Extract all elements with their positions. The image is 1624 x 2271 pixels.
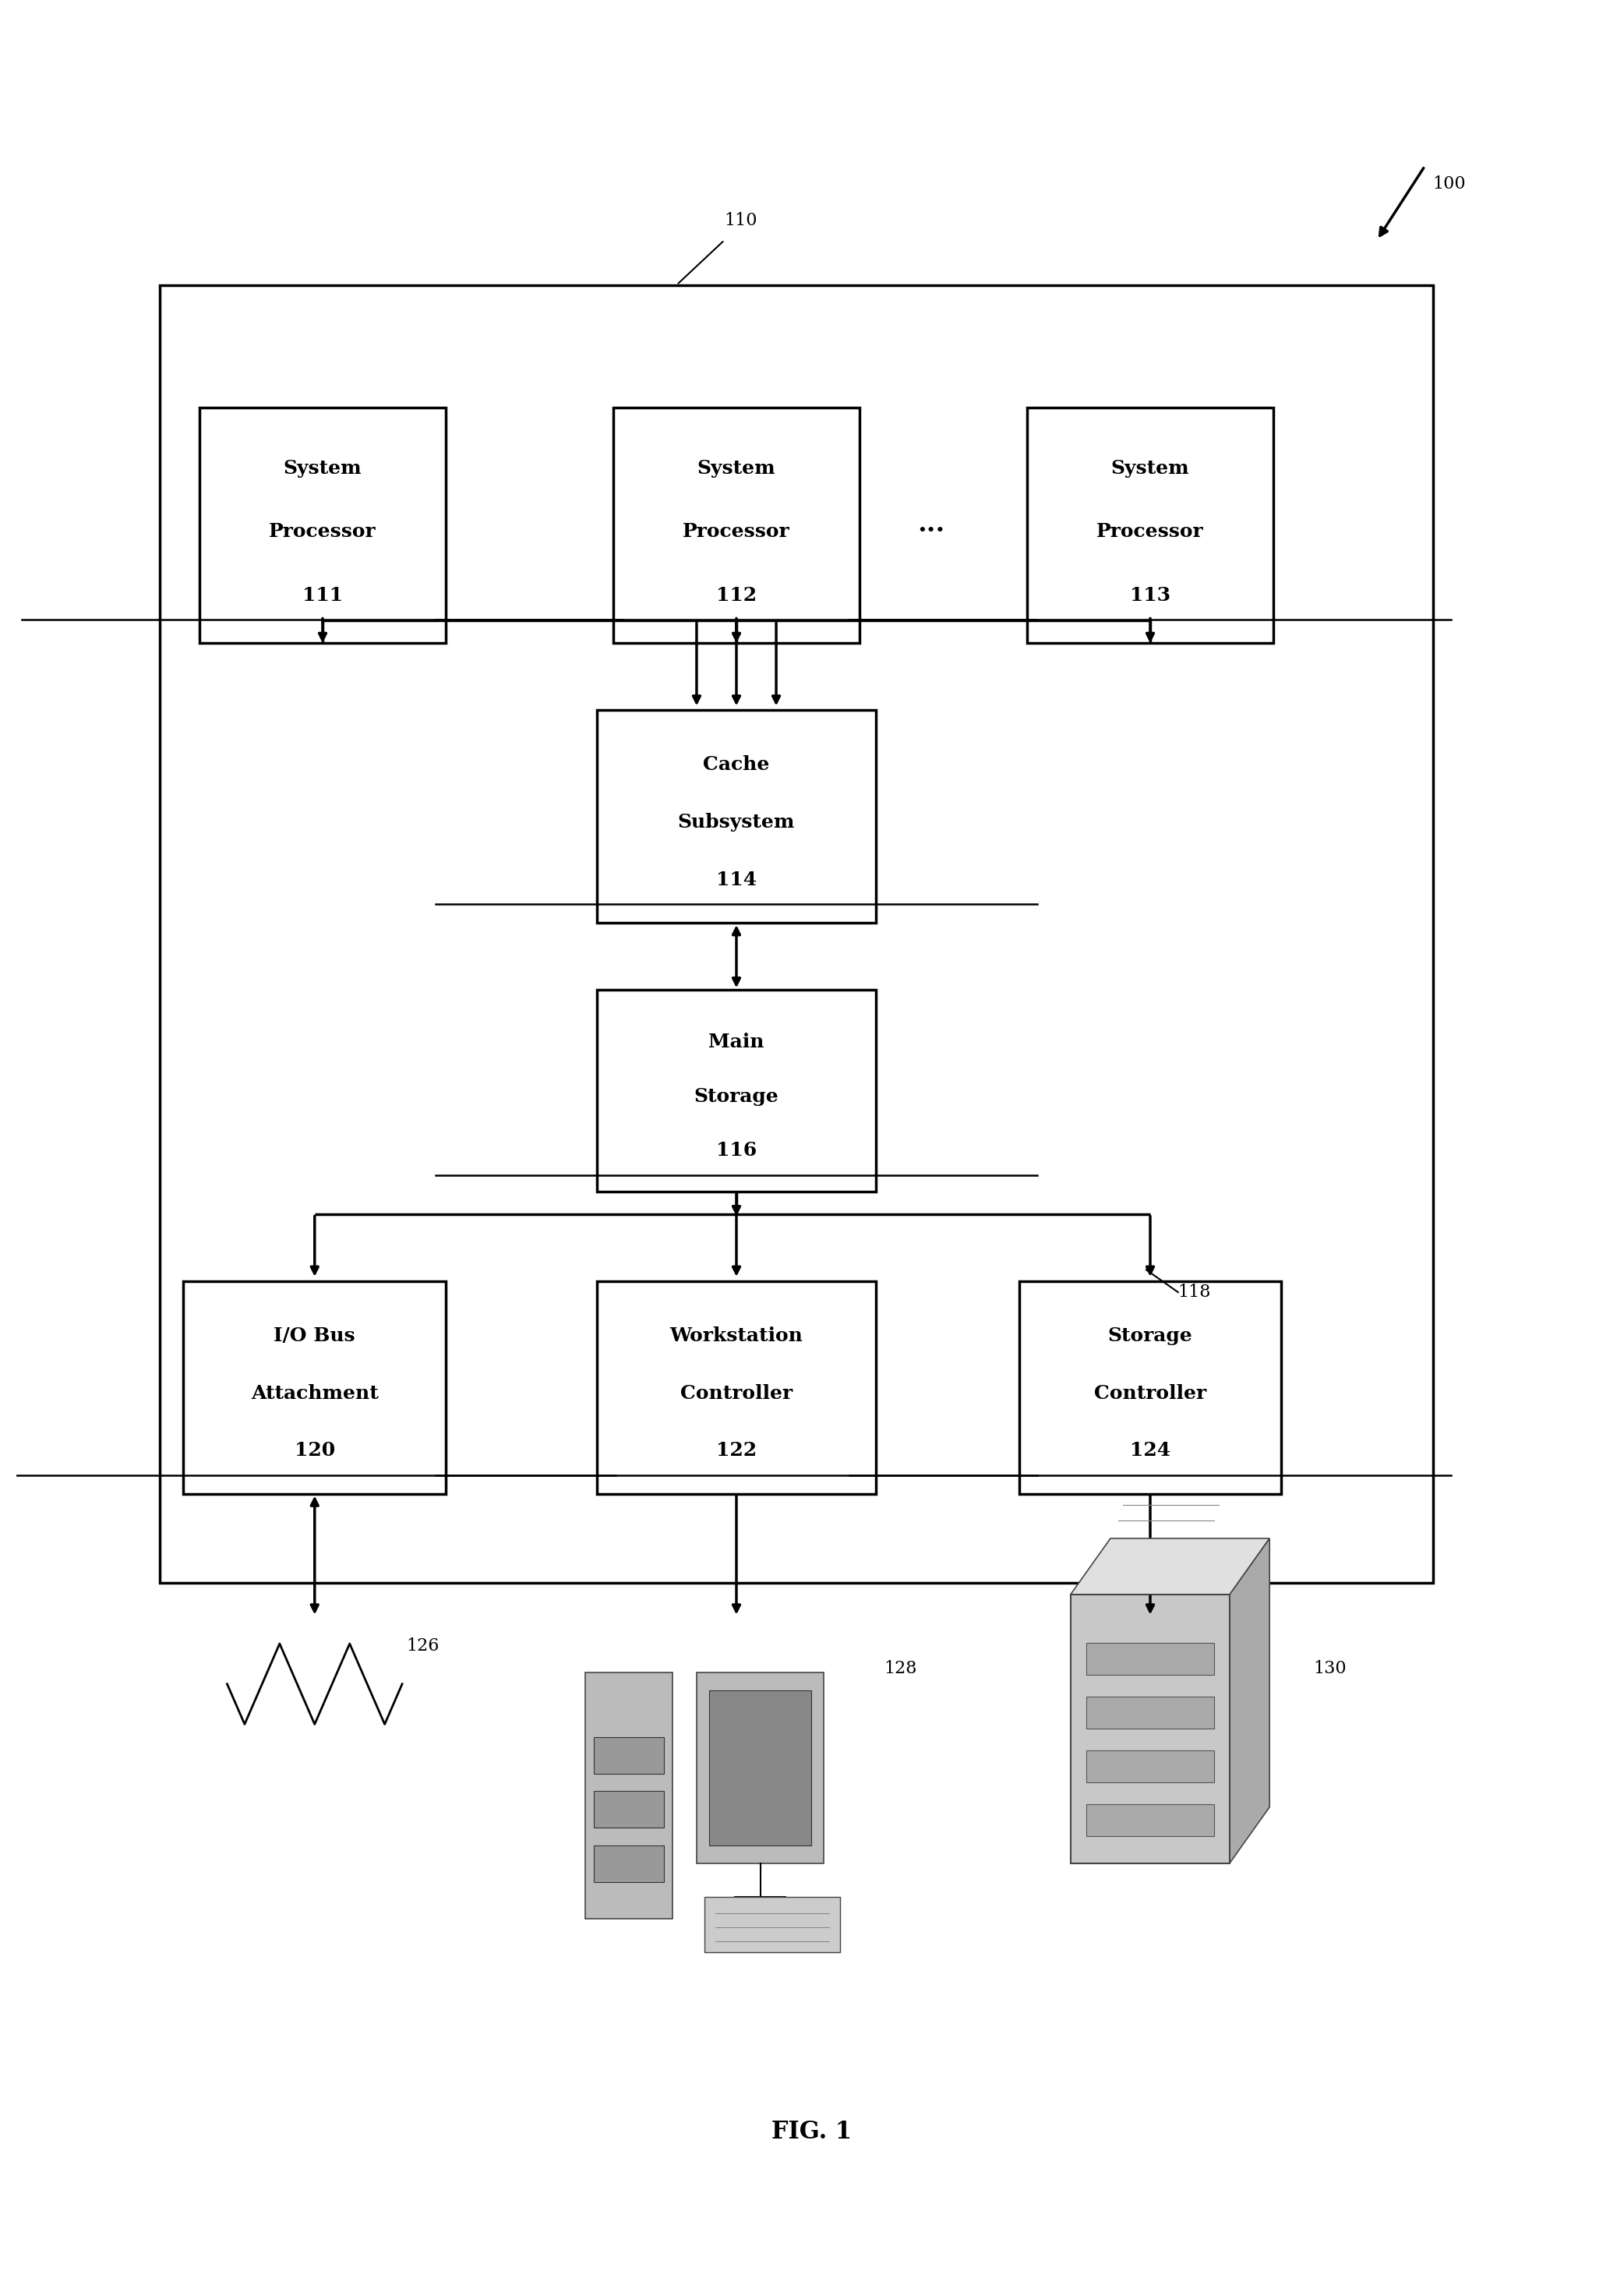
Text: Storage: Storage xyxy=(693,1088,780,1106)
Text: Processor: Processor xyxy=(682,522,789,540)
Text: 118: 118 xyxy=(1177,1283,1212,1301)
Bar xyxy=(697,1674,823,1862)
Text: 113: 113 xyxy=(1130,586,1171,604)
Text: System: System xyxy=(284,459,362,477)
Text: 111: 111 xyxy=(302,586,343,604)
Text: 120: 120 xyxy=(294,1442,335,1460)
Bar xyxy=(612,409,859,643)
Bar xyxy=(184,1281,447,1494)
Text: I/O Bus: I/O Bus xyxy=(274,1326,356,1344)
Bar xyxy=(1070,1594,1229,1862)
Bar xyxy=(598,990,875,1192)
Bar xyxy=(1086,1696,1213,1728)
Text: 130: 130 xyxy=(1314,1660,1346,1676)
Text: 128: 128 xyxy=(883,1660,916,1676)
Bar xyxy=(200,409,447,643)
Text: 100: 100 xyxy=(1432,175,1466,193)
Bar xyxy=(598,711,875,922)
Bar xyxy=(585,1674,672,1919)
Bar xyxy=(594,1844,664,1883)
Text: Controller: Controller xyxy=(1095,1383,1207,1403)
Bar xyxy=(598,1281,875,1494)
Bar xyxy=(594,1792,664,1828)
Bar xyxy=(1018,1281,1281,1494)
Text: 112: 112 xyxy=(716,586,757,604)
Bar xyxy=(594,1737,664,1774)
Text: Storage: Storage xyxy=(1108,1326,1192,1344)
Bar xyxy=(1086,1803,1213,1837)
Polygon shape xyxy=(1229,1537,1270,1862)
Bar xyxy=(1086,1751,1213,1783)
Text: 114: 114 xyxy=(716,870,757,888)
Text: FIG. 1: FIG. 1 xyxy=(771,2119,853,2144)
Text: Processor: Processor xyxy=(270,522,377,540)
Text: Attachment: Attachment xyxy=(250,1383,378,1403)
Text: 122: 122 xyxy=(716,1442,757,1460)
Text: Controller: Controller xyxy=(680,1383,793,1403)
Text: System: System xyxy=(697,459,776,477)
Text: 116: 116 xyxy=(716,1142,757,1160)
Bar xyxy=(1026,409,1273,643)
Polygon shape xyxy=(1070,1537,1270,1594)
Text: Workstation: Workstation xyxy=(669,1326,802,1344)
Bar xyxy=(1086,1642,1213,1676)
Bar xyxy=(710,1690,812,1844)
Text: ...: ... xyxy=(918,511,945,538)
Text: System: System xyxy=(1111,459,1189,477)
Bar xyxy=(159,284,1432,1583)
Text: Processor: Processor xyxy=(1096,522,1203,540)
Bar xyxy=(705,1896,840,1953)
Text: 110: 110 xyxy=(724,211,757,229)
Text: Subsystem: Subsystem xyxy=(677,813,796,831)
Text: Cache: Cache xyxy=(703,756,770,774)
Text: 126: 126 xyxy=(406,1637,438,1656)
Text: Main: Main xyxy=(708,1033,765,1051)
Text: 124: 124 xyxy=(1130,1442,1171,1460)
